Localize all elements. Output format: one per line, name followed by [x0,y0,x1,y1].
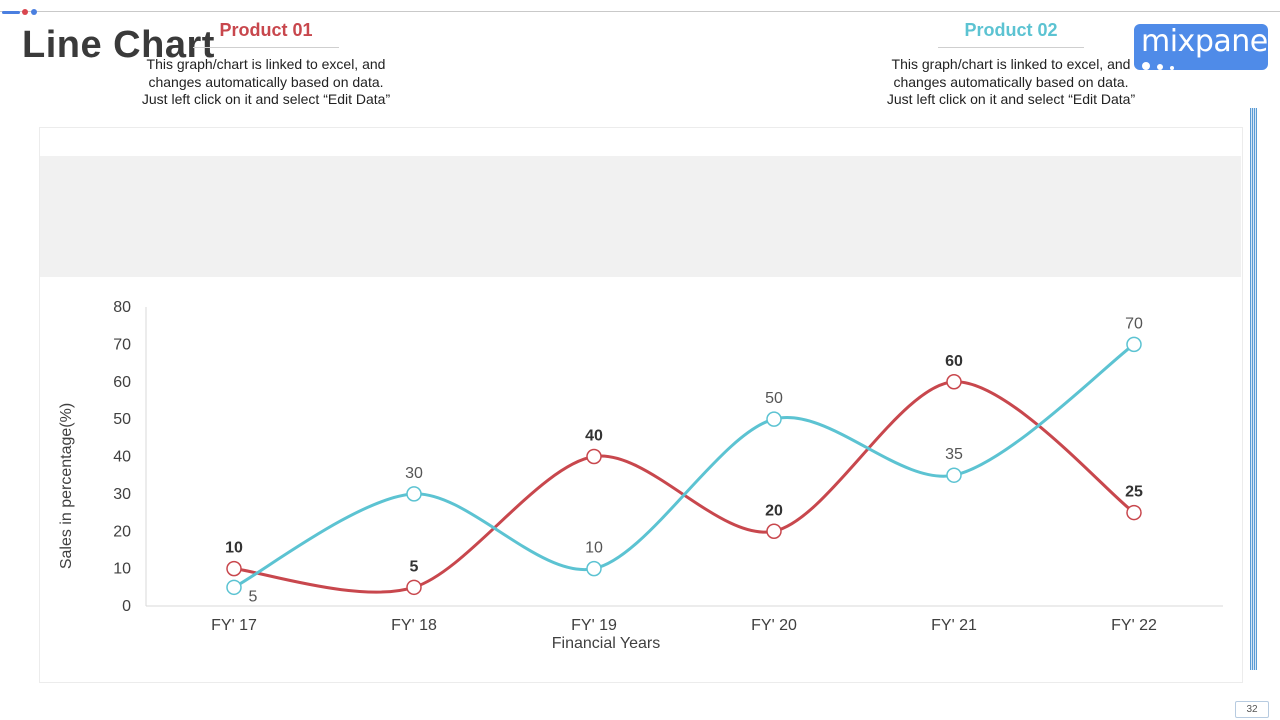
series-2-data-label: 30 [405,465,423,482]
series-2-data-label: 10 [585,540,603,557]
mixpanel-logo: mixpanel [1134,24,1276,70]
product-02-desc-line: changes automatically based on data. [893,73,1129,90]
y-tick-label: 40 [113,449,131,466]
page-title: Line Chart [22,24,215,66]
series-2-point [946,467,962,483]
top-accent-dots [0,9,40,15]
series-2-line [232,342,1136,589]
page-number: 32 [1235,701,1269,718]
y-tick-label: 60 [113,374,131,391]
top-rule [0,11,1280,12]
series-1-point [1126,504,1142,521]
product-01-desc-line: changes automatically based on data. [148,73,384,90]
series-2-point [586,560,602,577]
series-2-point [766,411,782,427]
y-tick-label: 80 [113,299,131,316]
product-02-panel: Product 02 This graph/chart is linked to… [871,0,1151,109]
series-1-point [766,523,782,539]
x-tick-label: FY' 20 [751,617,797,634]
logo-dots [1142,57,1181,75]
product-02-desc-line: Just left click on it and select “Edit D… [886,91,1136,107]
series-1-point [406,579,422,596]
product-01-divider [193,47,339,48]
product-01-description: This graph/chart is linked to excel, and… [126,56,406,109]
series-2-point [1126,336,1142,353]
y-tick-label: 10 [113,561,131,578]
x-tick-label: FY' 17 [211,617,257,634]
x-tick-label: FY' 18 [391,617,437,634]
product-02-divider [938,47,1084,48]
product-01-title: Product 01 [219,20,313,40]
series-1-point [586,448,602,465]
series-1-data-label: 5 [410,558,419,575]
series-1-point [226,560,242,577]
series-1-data-label: 10 [225,540,243,557]
series-1-data-label: 60 [945,353,963,370]
product-01-desc-line: Just left click on it and select “Edit D… [141,91,391,107]
x-axis-title: Financial Years [552,635,661,652]
series-2-point [406,486,422,502]
product-02-title: Product 02 [964,20,1058,40]
y-tick-label: 0 [122,598,131,615]
series-2-data-label: 35 [945,446,963,463]
logo-text: mixpanel [1141,24,1276,59]
series-1-line [232,380,1136,594]
y-tick-label: 50 [113,411,131,428]
series-1-data-label: 20 [765,502,783,519]
product-description-band [40,156,1241,277]
series-2-data-label: 50 [765,390,783,407]
series-1-data-label: 25 [1125,484,1143,501]
y-tick-label: 20 [113,523,131,540]
series-2-data-label: 70 [1125,315,1143,332]
decorative-side-bar [1250,108,1257,670]
y-tick-label: 30 [113,486,131,503]
product-01-desc-line: This graph/chart is linked to excel, and [146,56,386,72]
product-02-desc-line: This graph/chart is linked to excel, and [891,56,1131,72]
x-tick-label: FY' 22 [1111,617,1157,634]
y-axis-title: Sales in percentage(%) [58,403,75,569]
y-tick-label: 70 [113,336,131,353]
series-1-data-label: 40 [585,428,603,445]
series-1-point [946,374,962,390]
x-tick-label: FY' 21 [931,617,977,634]
product-02-description: This graph/chart is linked to excel, and… [871,56,1151,109]
series-2-data-label: 5 [249,588,258,605]
product-01-panel: Product 01 This graph/chart is linked to… [126,0,406,109]
x-tick-label: FY' 19 [571,617,617,634]
series-2-point [226,579,242,596]
